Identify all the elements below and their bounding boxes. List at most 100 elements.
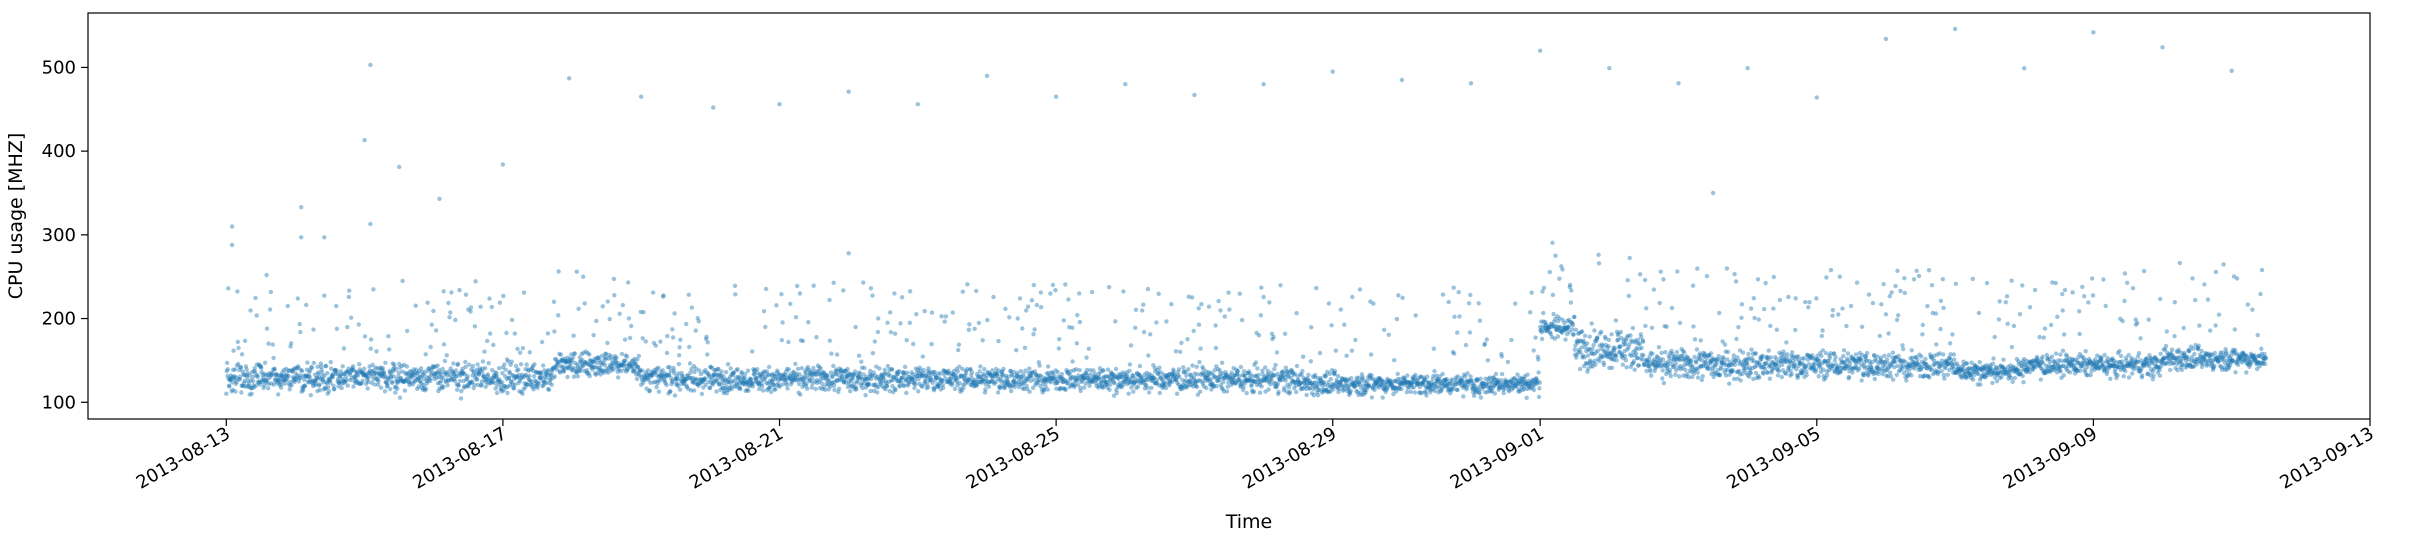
- data-point: [888, 330, 894, 335]
- data-point: [881, 376, 886, 381]
- data-point: [1919, 354, 1924, 359]
- data-point: [675, 383, 681, 389]
- data-point: [687, 375, 692, 380]
- data-point: [964, 370, 969, 376]
- data-point: [735, 367, 740, 372]
- data-point: [264, 380, 269, 385]
- data-point: [978, 374, 983, 379]
- data-point: [783, 369, 789, 374]
- data-point: [748, 383, 753, 389]
- data-point: [344, 377, 349, 382]
- data-point: [888, 310, 893, 315]
- data-point: [677, 387, 683, 392]
- data-point: [371, 287, 376, 292]
- data-point: [1266, 387, 1271, 392]
- data-point: [885, 320, 890, 325]
- data-point: [591, 365, 596, 370]
- data-point: [999, 369, 1004, 375]
- data-point: [310, 380, 315, 386]
- data-point: [773, 377, 778, 382]
- data-point: [634, 372, 639, 377]
- data-point: [905, 370, 910, 375]
- data-point: [1020, 326, 1025, 331]
- data-point: [2141, 268, 2147, 274]
- data-point: [463, 359, 468, 365]
- data-point: [539, 371, 544, 376]
- data-point: [405, 328, 410, 334]
- data-point: [565, 374, 570, 380]
- data-point: [697, 368, 702, 373]
- data-point: [871, 370, 876, 375]
- data-point: [337, 374, 342, 379]
- data-point: [352, 379, 357, 384]
- data-point: [296, 365, 301, 371]
- data-point: [325, 385, 331, 390]
- data-point: [1128, 343, 1134, 348]
- data-point: [700, 377, 705, 382]
- data-point: [725, 387, 730, 393]
- data-point: [462, 384, 467, 389]
- data-point: [667, 372, 672, 378]
- data-point: [271, 382, 277, 387]
- data-point: [915, 373, 920, 379]
- data-point: [722, 381, 727, 386]
- data-point: [558, 364, 563, 369]
- data-point: [575, 374, 580, 379]
- data-point: [625, 367, 630, 372]
- data-point: [1722, 342, 1728, 347]
- data-point: [405, 370, 411, 376]
- data-point: [385, 377, 391, 382]
- data-point: [1154, 320, 1159, 325]
- data-point: [398, 376, 403, 382]
- data-point: [1639, 345, 1644, 351]
- data-point: [694, 377, 700, 382]
- data-point: [263, 377, 268, 383]
- data-point: [1466, 301, 1472, 306]
- data-point: [303, 373, 308, 378]
- data-point: [976, 320, 982, 326]
- data-point: [1190, 363, 1195, 368]
- data-point: [559, 358, 564, 363]
- data-point: [397, 395, 403, 400]
- data-point: [328, 380, 333, 385]
- data-point: [1004, 376, 1009, 381]
- data-point: [1412, 390, 1418, 395]
- data-point: [471, 385, 476, 391]
- data-point: [952, 386, 958, 391]
- data-point: [994, 370, 999, 376]
- data-point: [963, 368, 968, 374]
- data-point: [1866, 292, 1872, 297]
- data-point: [415, 370, 421, 376]
- data-point: [562, 359, 568, 364]
- data-point: [946, 368, 951, 373]
- data-point: [527, 373, 532, 379]
- data-point: [307, 368, 313, 373]
- data-point: [308, 377, 313, 383]
- data-point: [2049, 354, 2055, 359]
- data-point: [1950, 332, 1955, 337]
- data-point: [1945, 372, 1951, 377]
- data-point: [461, 385, 467, 390]
- data-point: [595, 370, 600, 376]
- data-point: [1342, 322, 1347, 327]
- data-point: [236, 361, 241, 367]
- data-point: [958, 373, 963, 378]
- data-point: [597, 357, 602, 363]
- data-point: [356, 322, 361, 327]
- data-point: [771, 371, 777, 377]
- data-point: [795, 366, 801, 371]
- data-point: [1739, 302, 1745, 307]
- data-point: [1455, 330, 1460, 335]
- data-point: [1431, 346, 1437, 351]
- data-point: [810, 372, 816, 377]
- data-point: [438, 378, 444, 384]
- data-point: [399, 378, 404, 383]
- data-point: [1199, 302, 1204, 307]
- data-point: [947, 378, 952, 383]
- data-point: [836, 389, 841, 395]
- data-point: [333, 371, 338, 377]
- data-point: [993, 373, 998, 379]
- data-point: [732, 283, 738, 288]
- data-point: [1400, 295, 1405, 300]
- data-point: [294, 375, 300, 380]
